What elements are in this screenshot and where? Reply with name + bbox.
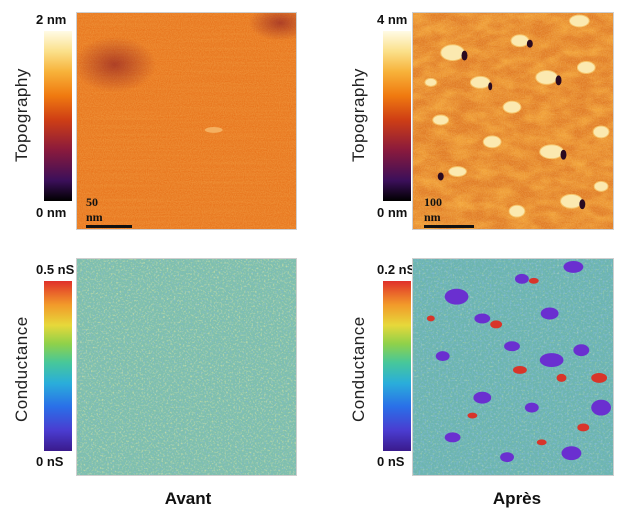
axis-title-topography-before: Topography <box>12 68 31 162</box>
axis-title-conductance-before: Conductance <box>12 316 31 422</box>
colorbar-conductance-after <box>383 281 411 451</box>
tick-bottom-conductance-after: 0 nS <box>377 454 405 469</box>
tick-bottom-conductance-before: 0 nS <box>36 454 64 469</box>
tick-top-conductance-after: 0.2 nS <box>377 262 416 277</box>
caption-before: Avant <box>164 489 212 508</box>
scale-bar-label-50nm: 50 nm <box>86 195 103 224</box>
scale-bar-line-50nm <box>86 225 132 228</box>
tick-top-topography-before: 2 nm <box>36 12 67 27</box>
colorbar-conductance-before <box>44 281 72 451</box>
colorbar-topography-before <box>44 31 72 201</box>
tick-bottom-topography-before: 0 nm <box>36 205 67 220</box>
image-conductance-after <box>412 258 614 476</box>
scale-bar-label-100nm: 100 nm <box>424 195 442 224</box>
scale-bar-50nm: 50 nm <box>86 195 132 228</box>
colorbar-topography-after <box>383 31 411 201</box>
scale-bar-line-100nm <box>424 225 474 228</box>
tick-top-conductance-before: 0.5 nS <box>36 262 75 277</box>
image-topography-before <box>76 12 297 230</box>
image-conductance-before <box>76 258 297 476</box>
tick-bottom-topography-after: 0 nm <box>377 205 408 220</box>
scale-bar-100nm: 100 nm <box>424 195 474 228</box>
axis-title-topography-after: Topography <box>349 68 368 162</box>
caption-after: Après <box>492 489 542 508</box>
tick-top-topography-after: 4 nm <box>377 12 408 27</box>
axis-title-conductance-after: Conductance <box>349 316 368 422</box>
image-topography-after <box>412 12 614 230</box>
